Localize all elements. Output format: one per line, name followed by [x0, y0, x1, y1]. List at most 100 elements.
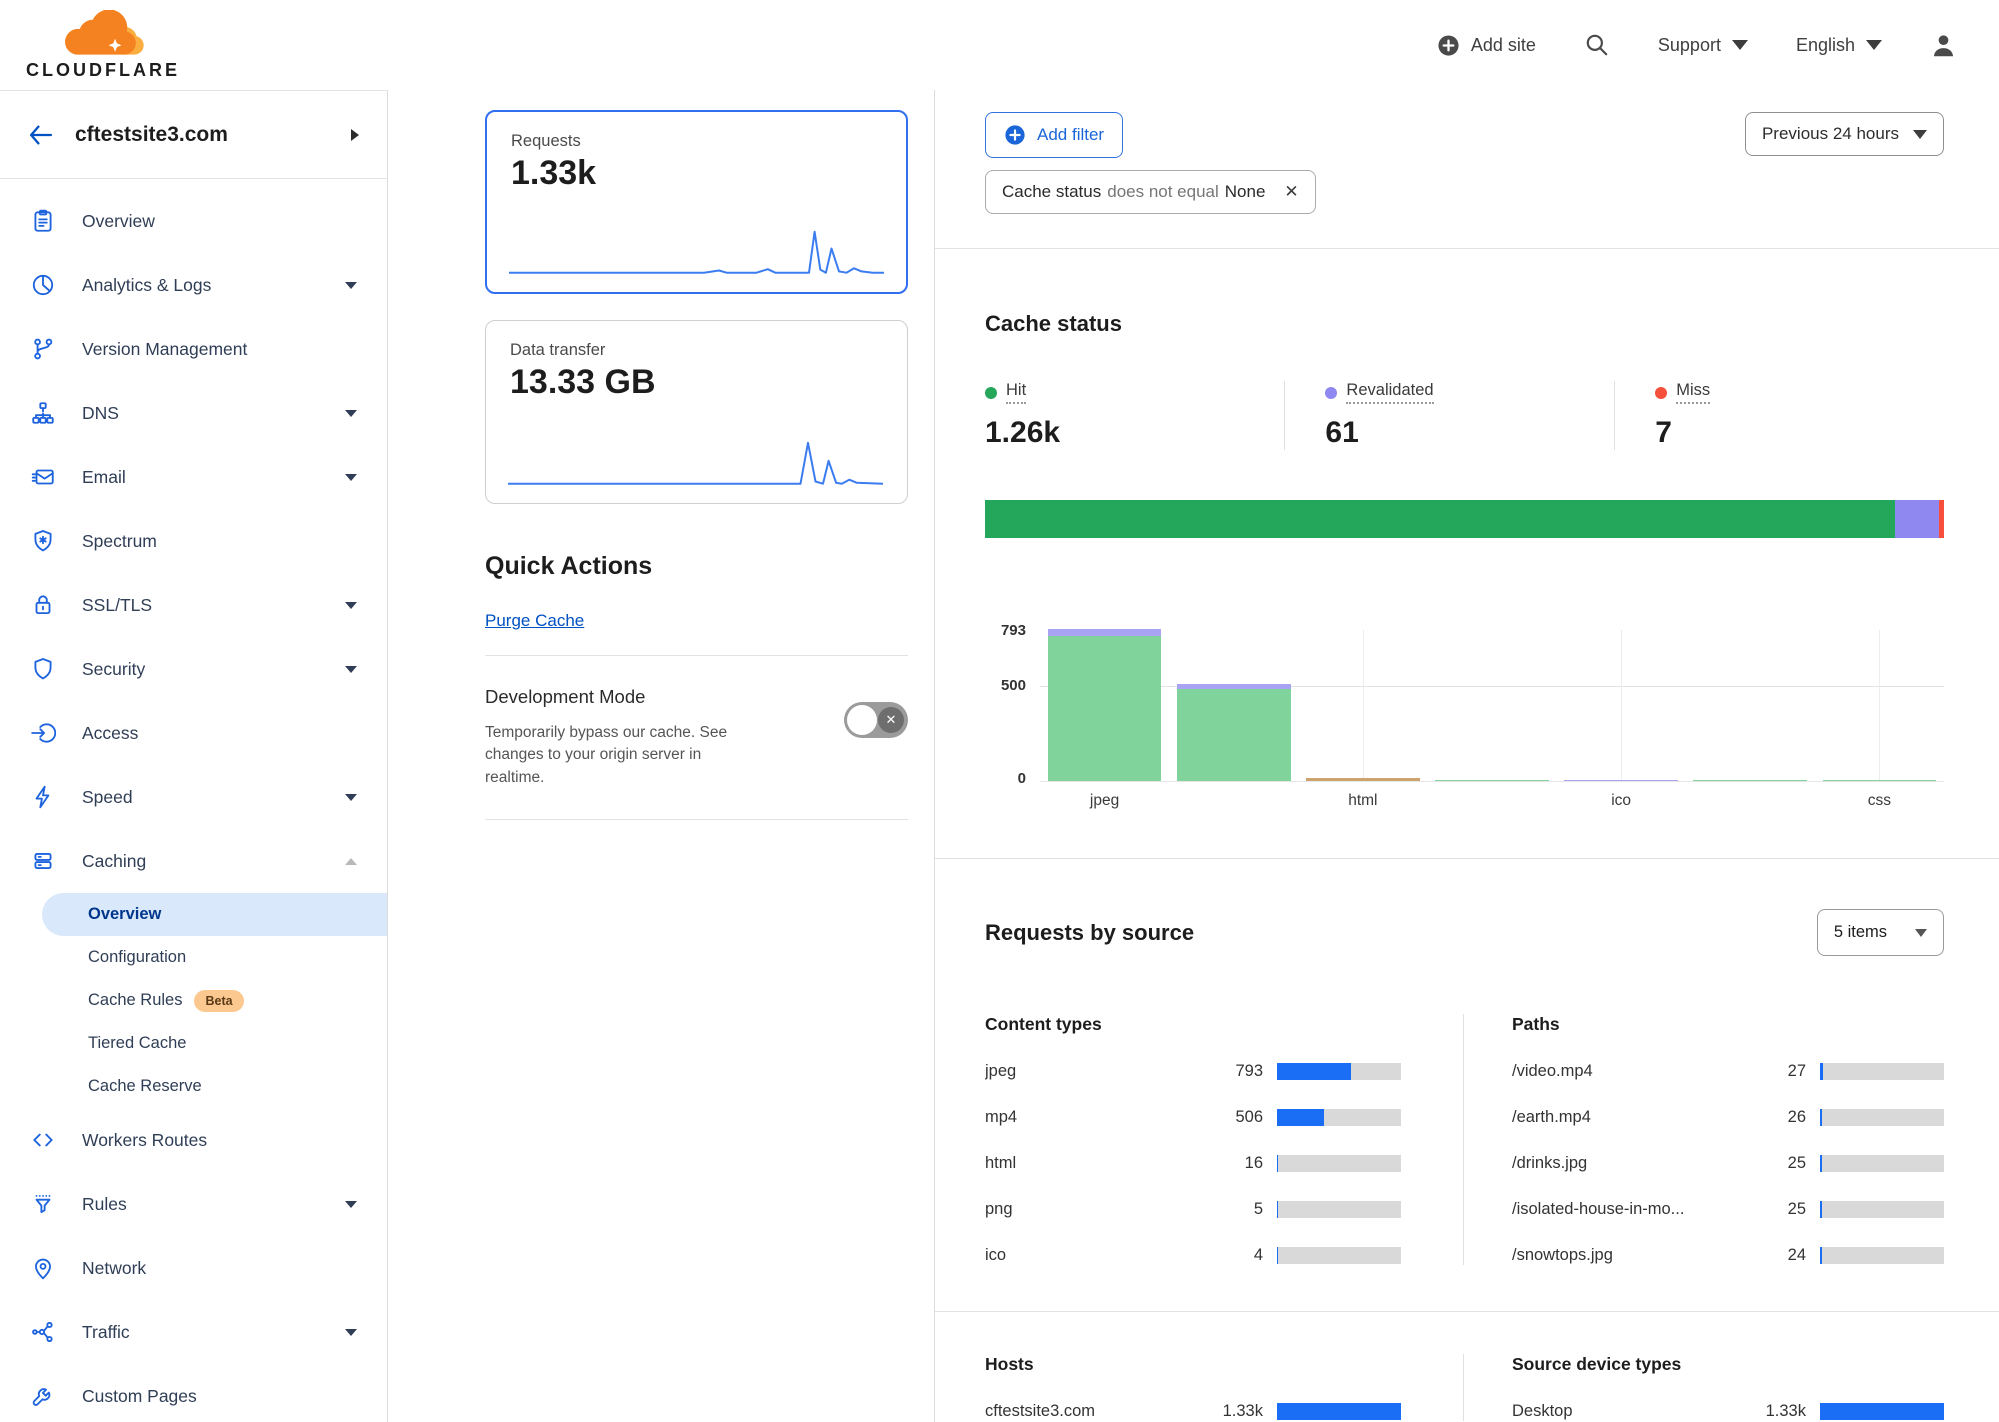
- sidebar-subitem-configuration[interactable]: Configuration: [88, 948, 187, 966]
- spectrum-shield-icon: [30, 528, 56, 554]
- back-arrow-icon[interactable]: [28, 124, 53, 146]
- table-row[interactable]: cftestsite3.com 1.33k: [985, 1402, 1401, 1421]
- y-axis-labels: 793 500 0: [1000, 622, 1026, 787]
- development-mode-description: Temporarily bypass our cache. See change…: [485, 724, 728, 786]
- sidebar-subitem-tiered-cache[interactable]: Tiered Cache: [88, 1034, 187, 1052]
- distribution-segment-miss: [1938, 500, 1944, 538]
- sidebar-item-security[interactable]: Security: [0, 637, 387, 701]
- x-axis-tick-label: [1169, 792, 1298, 810]
- value-bar: [1277, 1109, 1401, 1126]
- cache-status-title: Cache status: [985, 311, 1122, 336]
- sidebar-item-traffic[interactable]: Traffic: [0, 1300, 387, 1364]
- table-row[interactable]: /video.mp4 27: [1512, 1062, 1944, 1081]
- x-axis-tick-label: [1427, 792, 1556, 810]
- distribution-segment-hit: [985, 500, 1895, 538]
- lock-icon: [30, 592, 56, 618]
- sidebar-item-dns[interactable]: DNS: [0, 381, 387, 445]
- funnel-icon: [30, 1191, 56, 1217]
- requests-by-source-title: Requests by source: [985, 919, 1195, 945]
- divider: [485, 655, 908, 656]
- access-login-icon: [30, 720, 56, 746]
- table-row[interactable]: ico 4: [985, 1246, 1401, 1265]
- site-switcher-caret-icon[interactable]: [351, 128, 359, 141]
- sidebar-item-workers-routes[interactable]: Workers Routes: [0, 1108, 387, 1172]
- toggle-off-x-icon: ✕: [878, 707, 904, 733]
- add-filter-button[interactable]: Add filter: [985, 112, 1124, 158]
- sidebar-item-rules[interactable]: Rules: [0, 1172, 387, 1236]
- purge-cache-link[interactable]: Purge Cache: [485, 611, 585, 630]
- sidebar-item-email[interactable]: Email: [0, 445, 387, 509]
- sidebar-item-network[interactable]: Network: [0, 1236, 387, 1300]
- sidebar-subitem-caching-overview[interactable]: Overview: [42, 893, 387, 936]
- chevron-down-icon: [345, 281, 357, 289]
- table-row[interactable]: /earth.mp4 26: [1512, 1108, 1944, 1127]
- sidebar: cftestsite3.com Overview Analytics & Log…: [0, 90, 388, 1422]
- sidebar-item-caching[interactable]: Caching: [0, 829, 387, 893]
- language-menu[interactable]: English: [1796, 35, 1882, 56]
- divider: [935, 858, 1999, 859]
- table-row[interactable]: /drinks.jpg 25: [1512, 1154, 1944, 1173]
- bar-ico: [1564, 779, 1678, 781]
- chevron-down-icon: [345, 601, 357, 609]
- sidebar-item-overview[interactable]: Overview: [0, 189, 387, 253]
- table-row[interactable]: mp4 506: [985, 1108, 1401, 1127]
- add-site-button[interactable]: Add site: [1437, 34, 1536, 57]
- sidebar-item-version-management[interactable]: Version Management: [0, 317, 387, 381]
- requests-sparkline-chart: [509, 230, 884, 274]
- hit-label[interactable]: Hit: [1006, 381, 1027, 404]
- clipboard-icon: [30, 208, 56, 234]
- sidebar-item-speed[interactable]: Speed: [0, 765, 387, 829]
- gridline: [1362, 630, 1364, 781]
- requests-metric-card[interactable]: Requests 1.33k: [485, 110, 908, 294]
- quick-actions-title: Quick Actions: [485, 552, 653, 580]
- chevron-down-icon: [1913, 129, 1927, 139]
- sidebar-item-analytics-logs[interactable]: Analytics & Logs: [0, 253, 387, 317]
- analytics-panel: Add filter Previous 24 hours Cache statu…: [935, 90, 1999, 1422]
- sidebar-item-access[interactable]: Access: [0, 701, 387, 765]
- toggle-knob: [847, 705, 877, 735]
- miss-label[interactable]: Miss: [1676, 381, 1711, 404]
- table-row[interactable]: Desktop 1.33k: [1512, 1402, 1944, 1421]
- table-row[interactable]: png 5: [985, 1200, 1401, 1219]
- table-row[interactable]: /snowtops.jpg 24: [1512, 1246, 1944, 1265]
- table-row[interactable]: /isolated-house-in-mo... 25: [1512, 1200, 1944, 1219]
- miss-stat: Miss 7: [1614, 381, 1944, 450]
- x-axis-tick-label: html: [1348, 792, 1378, 809]
- sidebar-subitem-cache-rules[interactable]: Cache Rules Beta: [42, 979, 387, 1022]
- user-account-icon[interactable]: [1930, 32, 1957, 59]
- items-count-dropdown[interactable]: 5 items: [1816, 909, 1944, 956]
- value-bar: [1277, 1247, 1401, 1264]
- table-row[interactable]: html 16: [985, 1154, 1401, 1173]
- support-menu[interactable]: Support: [1658, 35, 1748, 56]
- value-bar: [1820, 1155, 1944, 1172]
- hit-legend-dot: [985, 386, 997, 399]
- sidebar-item-custom-pages[interactable]: Custom Pages: [0, 1364, 387, 1422]
- cache-status-stats: Hit 1.26k Revalidated 61 Miss: [985, 381, 1944, 450]
- divider: [935, 248, 1999, 249]
- revalidated-legend-dot: [1325, 386, 1338, 399]
- bar-chart-plot-area: [1040, 629, 1944, 782]
- time-range-dropdown[interactable]: Previous 24 hours: [1744, 112, 1944, 156]
- data-transfer-sparkline-chart: [508, 441, 883, 485]
- chevron-down-icon: [1866, 40, 1882, 50]
- paths-table: Paths /video.mp4 27 /earth.mp4 26 /drink…: [1463, 1014, 1944, 1265]
- gridline: [1879, 630, 1881, 781]
- value-bar: [1277, 1155, 1401, 1172]
- beta-badge: Beta: [194, 989, 244, 1012]
- search-icon[interactable]: [1584, 32, 1610, 58]
- data-transfer-metric-card[interactable]: Data transfer 13.33 GB: [485, 320, 908, 504]
- sidebar-item-spectrum[interactable]: Spectrum: [0, 509, 387, 573]
- sidebar-subitem-cache-reserve[interactable]: Cache Reserve: [88, 1077, 202, 1095]
- chevron-down-icon: [345, 473, 357, 481]
- chevron-down-icon: [345, 409, 357, 417]
- revalidated-label[interactable]: Revalidated: [1346, 381, 1434, 404]
- cloudflare-logo[interactable]: CLOUDFLARE: [26, 9, 180, 81]
- remove-filter-icon[interactable]: ✕: [1284, 182, 1299, 201]
- table-row[interactable]: jpeg 793: [985, 1062, 1401, 1081]
- dns-tree-icon: [30, 400, 56, 426]
- filter-chip[interactable]: Cache status does not equal None ✕: [985, 170, 1316, 214]
- sidebar-item-ssl-tls[interactable]: SSL/TLS: [0, 573, 387, 637]
- development-mode-toggle[interactable]: ✕: [844, 702, 908, 738]
- code-brackets-icon: [30, 1127, 56, 1153]
